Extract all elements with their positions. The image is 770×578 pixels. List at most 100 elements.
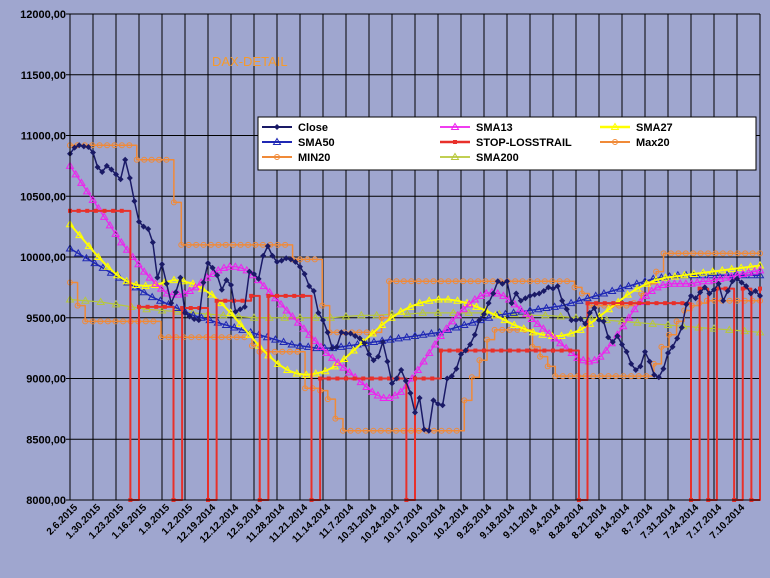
data-point-max20 — [519, 278, 526, 285]
data-point-sma27 — [519, 324, 529, 332]
data-point-close — [471, 331, 478, 338]
data-point-max20 — [297, 256, 303, 263]
data-point-stop-losstrail — [249, 293, 254, 298]
data-point-close — [462, 347, 469, 354]
data-point-close — [209, 264, 216, 271]
data-point-close — [131, 198, 138, 205]
data-point-sma200 — [111, 299, 121, 308]
data-point-close — [522, 295, 529, 302]
data-point-stop-losstrail — [430, 376, 435, 381]
data-point-sma13 — [630, 304, 639, 313]
data-point-sma27 — [141, 281, 150, 290]
data-point-stop-losstrail — [594, 301, 599, 306]
data-point-close — [752, 288, 759, 295]
data-point-close — [614, 332, 621, 339]
legend-label: SMA27 — [636, 122, 673, 134]
data-point-sma13 — [116, 237, 126, 246]
data-point-close — [582, 320, 589, 327]
data-point-sma27 — [604, 304, 614, 313]
data-point-min20 — [226, 334, 233, 341]
data-point-sma27 — [377, 320, 387, 329]
data-point-max20 — [475, 278, 482, 285]
data-point-sma13 — [345, 367, 354, 376]
data-point-sma200 — [724, 325, 734, 333]
data-point-sma27 — [273, 359, 283, 367]
data-point-max20 — [527, 278, 533, 285]
data-point-sma50 — [279, 337, 288, 346]
data-point-close — [632, 366, 639, 373]
data-point-close — [149, 239, 156, 246]
data-point-sma50 — [131, 282, 141, 291]
data-point-sma50 — [270, 335, 280, 343]
legend-swatch-marker — [274, 124, 280, 130]
data-point-sma27 — [528, 327, 538, 336]
y-tick-label: 11000,00 — [21, 131, 66, 143]
data-point-stop-losstrail — [111, 208, 116, 213]
data-point-stop-losstrail — [456, 348, 461, 353]
data-point-sma50 — [574, 296, 584, 304]
data-point-sma27 — [415, 298, 425, 307]
data-point-sma13 — [356, 377, 366, 386]
data-point-max20 — [705, 250, 712, 257]
data-point-sma13 — [282, 305, 292, 314]
data-point-max20 — [415, 278, 422, 285]
data-point-sma27 — [651, 275, 661, 284]
data-point-sma13 — [601, 346, 611, 354]
legend-swatch-marker — [450, 122, 460, 130]
data-point-close — [182, 309, 188, 316]
data-point-sma50 — [550, 302, 560, 310]
data-point-close — [688, 292, 694, 299]
data-point-stop-losstrail — [758, 286, 762, 291]
legend-label: SMA200 — [476, 152, 519, 164]
data-point-max20 — [386, 278, 393, 285]
data-point-close — [283, 255, 290, 262]
data-point-sma13 — [111, 229, 120, 237]
data-point-min20 — [635, 373, 642, 380]
data-point-close — [200, 279, 207, 286]
data-point-stop-losstrail — [671, 301, 676, 306]
data-point-stop-losstrail — [119, 208, 124, 213]
data-point-close — [421, 426, 428, 433]
data-point-sma27 — [311, 369, 321, 377]
data-point-sma50 — [394, 333, 403, 342]
data-point-min20 — [332, 415, 339, 422]
data-point-min20 — [650, 360, 657, 367]
data-point-sma200 — [249, 313, 259, 321]
data-point-min20 — [104, 318, 111, 325]
data-point-close — [458, 351, 464, 358]
data-point-close — [678, 324, 685, 331]
legend-label: Max20 — [636, 137, 670, 149]
data-point-stop-losstrail — [740, 286, 745, 291]
data-point-close — [324, 329, 331, 336]
data-point-sma13 — [293, 318, 303, 326]
data-point-sma200 — [372, 310, 382, 319]
data-point-close — [297, 263, 303, 270]
data-point-max20 — [215, 241, 222, 248]
data-point-min20 — [567, 373, 574, 380]
data-point-sma27 — [179, 276, 188, 285]
data-point-sma50 — [369, 337, 379, 346]
data-point-close — [692, 295, 699, 302]
data-point-sma13 — [476, 291, 485, 299]
data-point-sma27 — [509, 320, 519, 329]
data-point-close — [586, 309, 593, 316]
data-point-sma50 — [615, 284, 625, 292]
data-point-stop-losstrail — [154, 304, 159, 309]
data-point-sma200 — [448, 308, 458, 316]
data-point-sma50 — [229, 322, 239, 331]
data-point-sma13 — [396, 387, 406, 395]
data-point-close — [508, 300, 515, 307]
data-point-max20 — [141, 156, 148, 163]
data-point-max20 — [230, 241, 237, 248]
data-point-stop-losstrail — [516, 348, 521, 353]
data-point-min20 — [673, 318, 680, 325]
data-point-close — [729, 278, 736, 285]
data-point-max20 — [690, 250, 697, 257]
data-point-stop-losstrail — [568, 348, 573, 353]
data-point-close — [563, 306, 570, 313]
data-point-sma13 — [185, 286, 195, 295]
data-point-close — [269, 252, 276, 259]
data-point-max20 — [163, 156, 170, 163]
data-point-stop-losstrail — [162, 304, 167, 309]
data-point-sma13 — [225, 262, 235, 270]
